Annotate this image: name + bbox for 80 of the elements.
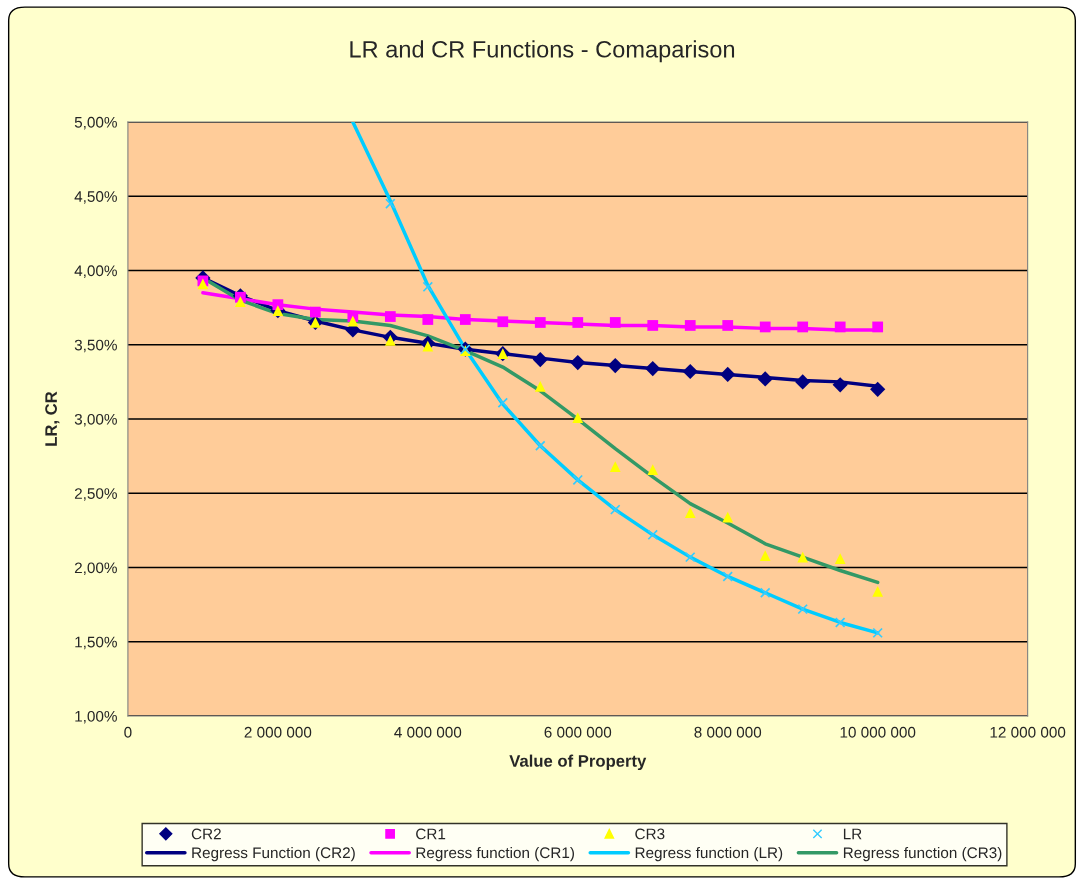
point xyxy=(647,320,659,331)
y-tick-label: 2,50% xyxy=(74,488,117,501)
point xyxy=(609,317,621,328)
point xyxy=(684,507,696,518)
point xyxy=(647,529,658,541)
legend-label: Regress function (CR3) xyxy=(843,846,1002,862)
point xyxy=(572,412,584,423)
legend-label: LR xyxy=(843,828,862,840)
point xyxy=(309,306,321,318)
y-tick-label: 3,00% xyxy=(74,413,117,427)
legend-label: Regress function (CR1) xyxy=(416,846,574,862)
point xyxy=(832,377,848,393)
point xyxy=(795,374,811,390)
point xyxy=(384,334,396,346)
point xyxy=(384,311,396,322)
legend-label: CR2 xyxy=(191,828,221,840)
point xyxy=(347,315,359,327)
point xyxy=(684,320,696,331)
point xyxy=(872,585,884,597)
x-tick-label: 10 000 000 xyxy=(840,726,916,738)
point xyxy=(797,603,808,615)
point xyxy=(722,571,733,582)
point xyxy=(759,587,771,599)
point xyxy=(497,397,509,408)
point xyxy=(722,511,734,523)
point xyxy=(534,380,546,392)
point xyxy=(572,317,584,328)
y-tick-label: 2,00% xyxy=(74,562,117,576)
point xyxy=(797,321,809,333)
y-tick-label: 4,00% xyxy=(74,265,117,278)
point xyxy=(422,340,434,352)
x-tick-label: 0 xyxy=(124,726,132,738)
point xyxy=(422,281,434,293)
x-axis-title: Value of Property xyxy=(509,754,647,771)
point xyxy=(459,314,471,325)
point xyxy=(834,553,846,564)
y-tick-label: 4,50% xyxy=(74,191,117,204)
point xyxy=(235,296,246,308)
x-tick-label: 12 000 000 xyxy=(990,726,1066,738)
point xyxy=(532,352,548,368)
legend-label: Regress Function (CR2) xyxy=(192,846,355,862)
point xyxy=(685,551,696,563)
point xyxy=(682,363,698,380)
y-tick-label: 3,50% xyxy=(74,339,117,353)
point xyxy=(834,617,846,628)
x-tick-label: 8 000 000 xyxy=(694,726,762,738)
y-tick-label: 1,50% xyxy=(75,636,117,650)
point xyxy=(759,550,771,562)
y-axis-title: LR, CR xyxy=(45,391,60,446)
point xyxy=(797,551,809,563)
point xyxy=(872,627,883,639)
point xyxy=(422,314,434,325)
point xyxy=(534,317,546,328)
point xyxy=(272,299,284,311)
point xyxy=(570,354,586,371)
legend-label: Regress function (LR) xyxy=(635,846,783,862)
point xyxy=(610,504,621,515)
point xyxy=(535,440,546,451)
chart-title: LR and CR Functions - Comaparison xyxy=(350,40,735,63)
y-tick-label: 1,00% xyxy=(75,710,117,724)
x-tick-label: 4 000 000 xyxy=(394,726,462,738)
point xyxy=(647,464,659,475)
point xyxy=(870,381,886,397)
point xyxy=(607,357,623,374)
point xyxy=(609,461,621,472)
point xyxy=(757,371,773,387)
point xyxy=(497,316,509,328)
x-tick-label: 6 000 000 xyxy=(544,726,612,738)
point xyxy=(720,366,736,383)
point xyxy=(645,360,661,377)
x-tick-label: 2 000 000 xyxy=(244,726,312,738)
point xyxy=(759,321,771,333)
point xyxy=(872,321,884,333)
point xyxy=(834,321,846,333)
point xyxy=(572,474,583,486)
legend-label: CR3 xyxy=(635,828,665,840)
point xyxy=(385,198,396,209)
legend-label: CR1 xyxy=(416,828,446,840)
y-tick-label: 5,00% xyxy=(74,116,117,130)
point xyxy=(722,320,734,331)
